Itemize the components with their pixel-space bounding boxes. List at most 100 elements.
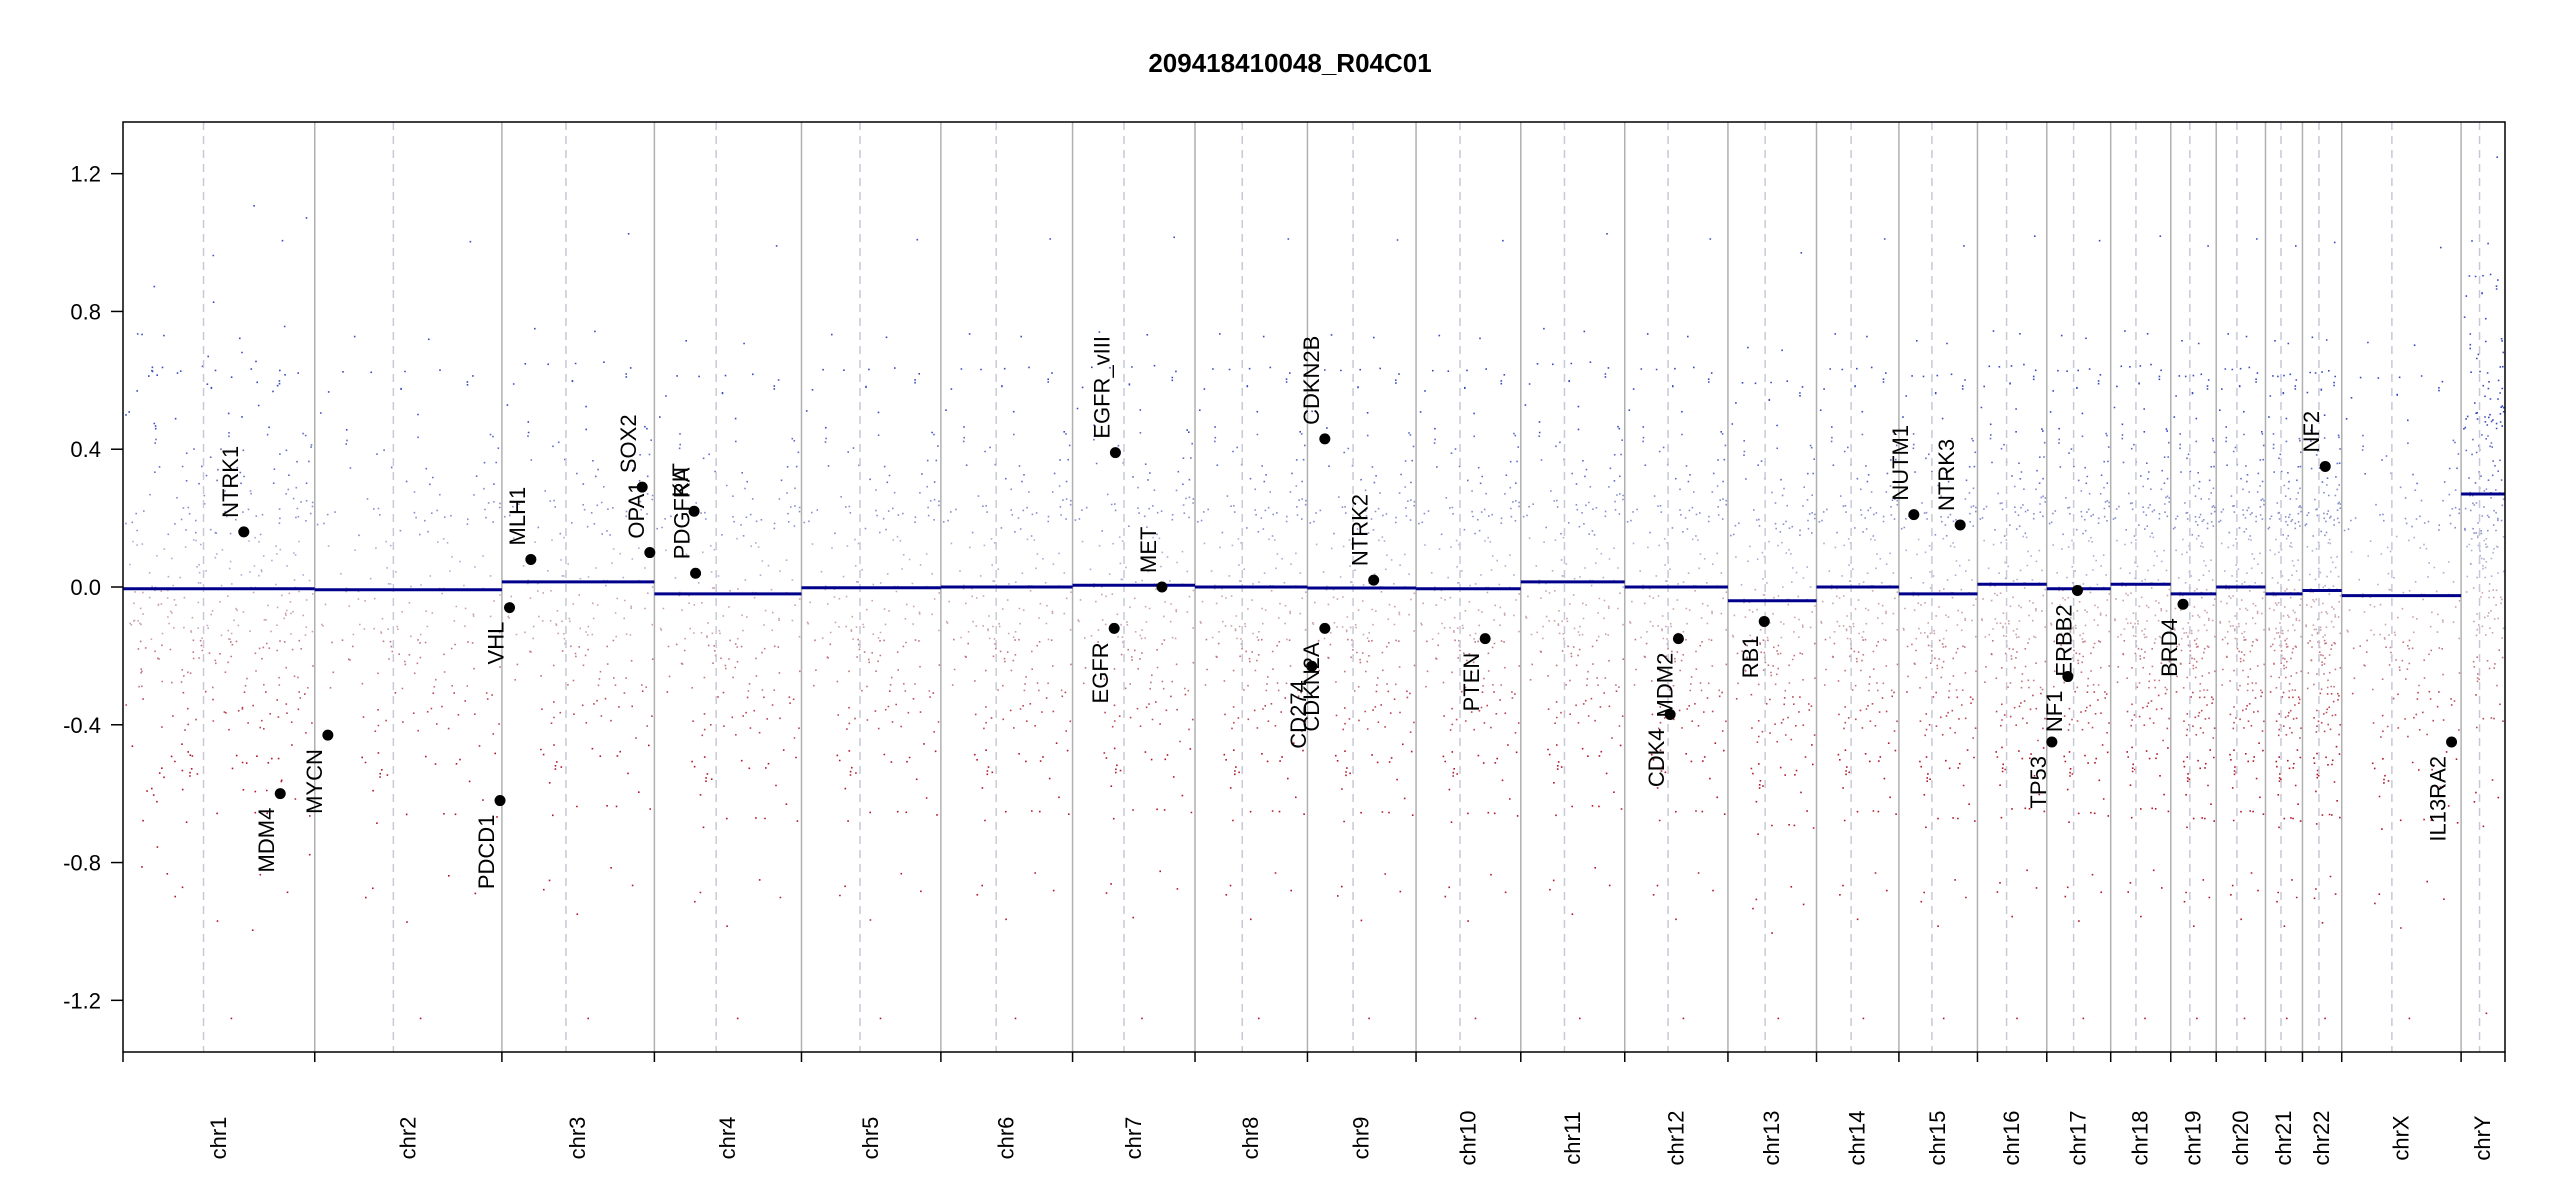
probe-dots-chr3-loss: [514, 639, 654, 688]
probe-dots-chr6-gain: [942, 485, 1072, 537]
probe-dots-chr18-loss: [2114, 587, 2171, 640]
probe-dots-chr4-loss: [666, 691, 800, 739]
chr-label-chr6: chr6: [994, 1117, 1019, 1160]
gene-marker-MYCN: [322, 729, 334, 741]
probe-dots-chr16-gain: [1989, 434, 2046, 484]
probe-dots-chr14-loss: [1837, 742, 1897, 1020]
chr-label-chr10: chr10: [1455, 1110, 1480, 1165]
gene-marker-MLH1: [525, 553, 537, 565]
probe-dots-chr10-gain: [1433, 432, 1519, 485]
gene-marker-NTRK1: [238, 526, 250, 538]
y-tick-label: -0.4: [63, 713, 101, 738]
probe-dots-chr14-loss: [1824, 638, 1899, 692]
gene-label-TP53: TP53: [2026, 756, 2051, 809]
chr-label-chr12: chr12: [1663, 1110, 1688, 1165]
gene-label-PDGFRA: PDGFRA: [670, 467, 695, 559]
probe-dots-chr6-loss: [945, 587, 1072, 641]
probe-dots-chr12-gain: [1628, 238, 1722, 433]
gene-marker-CDKN2B: [1319, 433, 1331, 445]
probe-dots-chr7-loss: [1103, 747, 1193, 1020]
probe-dots-chr2-gain: [327, 538, 492, 588]
gene-label-NF2: NF2: [2299, 411, 2324, 453]
y-tick-label: 1.2: [70, 162, 101, 187]
probe-dots-chr9-loss: [1335, 690, 1415, 733]
probe-dots-chr20-gain: [2218, 485, 2265, 537]
gene-label-CDKN2B: CDKN2B: [1299, 336, 1324, 425]
gene-label-NTRK1: NTRK1: [218, 446, 243, 518]
probe-dots-chr16-loss: [1984, 640, 2047, 691]
probe-dots-chr8-loss: [1224, 691, 1307, 732]
probe-dots-chr13-gain: [1730, 486, 1816, 537]
probe-dots-chr14-gain: [1818, 485, 1899, 537]
probe-dots-chr6-loss: [974, 742, 1070, 1020]
probe-dots-chr11-loss: [1529, 639, 1624, 688]
y-tick-label: -1.2: [63, 988, 101, 1013]
chr-label-chr8: chr8: [1238, 1117, 1263, 1160]
probe-dots-chr15-loss: [1906, 639, 1977, 692]
probe-dots-chr13-loss: [1735, 693, 1816, 743]
gene-marker-NUTM1: [1908, 509, 1920, 521]
probe-dots-chr10-loss: [1443, 690, 1520, 734]
probe-dots-chr7-gain: [1081, 536, 1189, 588]
probe-dots-chr17-gain: [2049, 239, 2102, 430]
gene-marker-MDM4: [274, 788, 286, 800]
gene-marker-TP53: [2046, 736, 2058, 748]
probe-dots-chr8-loss: [1223, 742, 1305, 1020]
probe-dots-chr13-gain: [1731, 252, 1804, 427]
chr-label-chr11: chr11: [1560, 1111, 1585, 1164]
gene-marker-PDCD1: [494, 795, 506, 807]
probe-dots-chr21-loss: [2270, 639, 2302, 692]
gene-markers: NTRK1 MDM4 MYCN PDCD1 VHL MLH1 SOX2 OPA1 KITPDGF…: [218, 336, 2458, 889]
probe-dots-chr4-gain: [659, 245, 780, 420]
probe-dots-chrX-gain: [2345, 246, 2444, 422]
probe-dots-chr2-loss: [362, 692, 500, 735]
probe-dots-chr6-gain: [945, 238, 1065, 433]
probe-dots-chrY-gain: [2463, 156, 2505, 430]
probe-dots-chr3-gain: [506, 233, 648, 434]
y-tick-label: -0.8: [63, 851, 101, 876]
gene-label-SOX2: SOX2: [616, 414, 641, 473]
probe-dots-chr13-gain: [1735, 540, 1812, 588]
chr-label-chr14: chr14: [1845, 1110, 1870, 1165]
y-tick-label: 0.4: [70, 437, 101, 462]
probe-dots-chr10-gain: [1424, 536, 1515, 589]
gene-label-CDK4: CDK4: [1644, 728, 1669, 787]
probe-dots-chr16-loss: [1995, 692, 2046, 742]
probe-dots-chr2-gain: [345, 433, 500, 486]
probe-dots-chr9-loss: [1316, 638, 1416, 692]
gene-marker-IL13RA2: [2446, 736, 2458, 748]
segment-lines: [123, 492, 2505, 603]
x-axis: chr1 chr2 chr3 chr4 chr5 chr6 chr7 chr8 chr9 chr1…: [122, 1052, 2506, 1166]
probe-dots-chr10-gain: [1418, 486, 1520, 536]
chr-label-chr16: chr16: [1999, 1110, 2024, 1165]
gene-label-MET: MET: [1136, 527, 1161, 573]
gene-marker-MDM2: [1672, 633, 1684, 645]
probe-dots-chr5-gain: [811, 535, 933, 589]
probe-dots-chr6-loss: [974, 691, 1072, 732]
gene-marker-RB1: [1758, 615, 1770, 627]
probe-dots-chr5-gain: [824, 433, 939, 484]
chr-label-chr3: chr3: [565, 1117, 590, 1160]
chr-label-chr15: chr15: [1925, 1110, 1950, 1165]
probe-dots-chr1-gain: [125, 205, 308, 430]
gene-label-EGFR: EGFR: [1088, 642, 1113, 703]
probe-dots-chr20-loss: [2221, 638, 2265, 692]
probe-dots-chr16-gain: [1980, 235, 2044, 433]
probe-dots-chr10-gain: [1419, 239, 1506, 430]
probe-dots-chr17-gain: [2048, 486, 2110, 536]
gene-marker-PDGFRA: [690, 567, 702, 579]
probe-dots-chrY-gain: [2466, 535, 2505, 585]
probe-dots-chr19-gain: [2175, 537, 2214, 584]
chr-label-chr21: chr21: [2271, 1110, 2296, 1165]
chr-label-chr5: chr5: [858, 1117, 883, 1160]
probe-dots-chr12-loss: [1633, 638, 1728, 692]
gene-label-NF1: NF1: [2042, 691, 2067, 733]
probe-dots-chr1-loss: [137, 639, 314, 689]
probe-dots-chr6-gain: [950, 538, 1066, 588]
probe-dots-chr4-loss: [667, 639, 801, 692]
probe-dots-chr11-loss: [1547, 744, 1623, 1020]
probe-dots-chr12-gain: [1626, 485, 1728, 537]
probe-dots-chr13-gain: [1743, 440, 1815, 481]
probe-dots-chr7-loss: [1104, 693, 1194, 743]
